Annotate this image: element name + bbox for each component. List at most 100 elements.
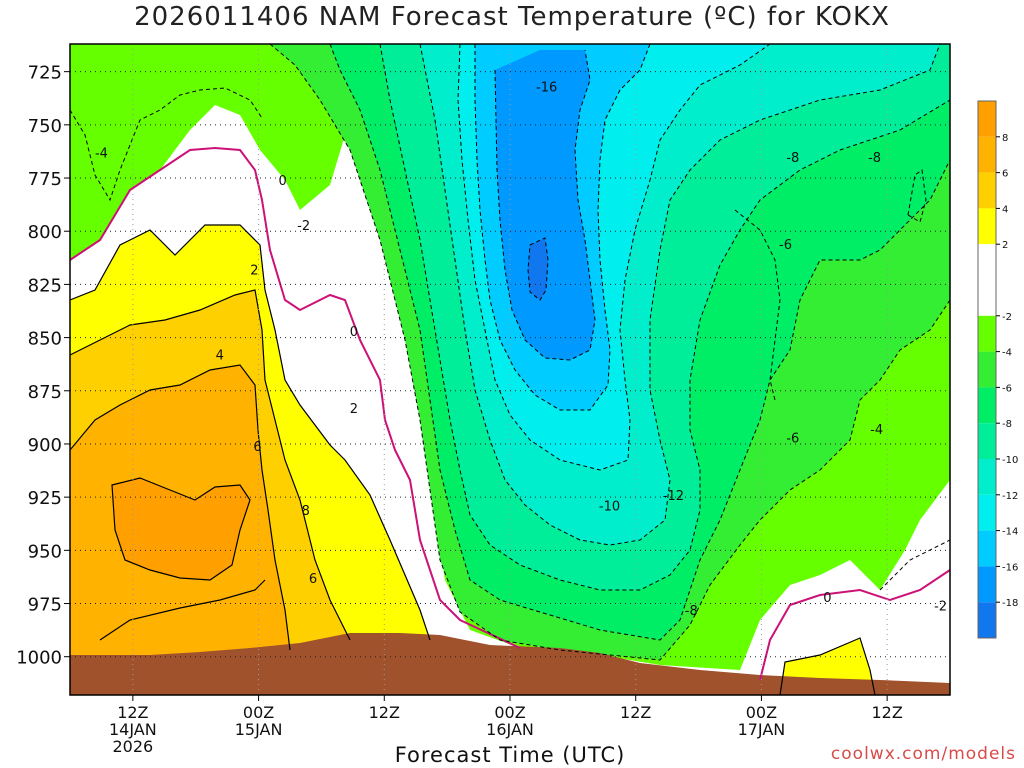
colorbar-swatch bbox=[978, 101, 996, 137]
colorbar-swatch bbox=[978, 423, 996, 459]
x-tick-label: 12Z bbox=[369, 703, 400, 722]
contour-label: 0 bbox=[350, 325, 358, 340]
colorbar-tick-label: -10 bbox=[1002, 455, 1018, 466]
colorbar-swatch bbox=[978, 172, 996, 209]
colorbar-tick-label: -12 bbox=[1002, 491, 1018, 502]
contour-label: -12 bbox=[663, 489, 684, 504]
band-minus18-to-minus20 bbox=[528, 238, 548, 300]
contour-label: 2 bbox=[250, 264, 258, 279]
contour-label: -6 bbox=[779, 238, 792, 253]
y-tick-label: 975 bbox=[28, 595, 62, 616]
contour-label: -2 bbox=[297, 219, 310, 234]
y-tick-label: 750 bbox=[28, 116, 62, 137]
contour-labels: -16 -8 -8 -6 -6 -4 -4 -2 -2 -10 -12 -8 0 0 0 2 2 4 6 6 8 bbox=[95, 81, 947, 619]
y-tick-label: 825 bbox=[28, 275, 62, 296]
contour-freezing-line bbox=[759, 569, 950, 681]
colorbar-tick-label: 4 bbox=[1002, 204, 1008, 215]
y-tick-label: 800 bbox=[28, 222, 62, 243]
colorbar-swatch bbox=[978, 387, 996, 424]
colorbar-tick-label: 8 bbox=[1002, 133, 1008, 144]
contour-label: 4 bbox=[216, 349, 224, 364]
x-tick-label: 00Z bbox=[494, 703, 525, 722]
colorbar-swatch bbox=[978, 459, 996, 495]
x-tick-label: 17JAN bbox=[738, 720, 786, 739]
contour-label: 2 bbox=[350, 402, 358, 417]
y-tick-label: 900 bbox=[28, 435, 62, 456]
band-8-to-10 bbox=[112, 478, 250, 580]
colorbar-swatch bbox=[978, 530, 996, 567]
contour-label: 6 bbox=[253, 440, 261, 455]
grid bbox=[70, 44, 950, 695]
contour-dashed bbox=[907, 169, 927, 223]
y-tick-label: 725 bbox=[28, 63, 62, 84]
x-axis-label: Forecast Time (UTC) bbox=[394, 743, 626, 767]
colorbar-swatch bbox=[978, 602, 996, 638]
contour-label: 8 bbox=[302, 504, 310, 519]
y-tick-label: 775 bbox=[28, 169, 62, 190]
colorbar-swatch bbox=[978, 494, 996, 531]
x-tick-label: 00Z bbox=[243, 703, 274, 722]
contour-solid bbox=[70, 364, 291, 651]
contour-label: 6 bbox=[309, 572, 317, 587]
colorbar-frame bbox=[977, 100, 997, 639]
colorbar-tick-label: -8 bbox=[1002, 419, 1012, 430]
colorbar-swatch bbox=[978, 208, 996, 245]
colorbar-swatch bbox=[978, 351, 996, 388]
colorbar-tick-label: -6 bbox=[1002, 383, 1012, 394]
contour-solid bbox=[779, 637, 876, 695]
contour-label: -2 bbox=[934, 600, 947, 615]
contour-label: -4 bbox=[95, 147, 108, 162]
contour-label: -8 bbox=[786, 151, 799, 166]
y-tick-label: 950 bbox=[28, 541, 62, 562]
x-tick-label: 12Z bbox=[620, 703, 651, 722]
x-tick-label: 12Z bbox=[117, 703, 148, 722]
colorbar-tick-label: -14 bbox=[1002, 527, 1018, 538]
contour-label: -10 bbox=[599, 500, 620, 515]
x-tick-label: 2026 bbox=[112, 737, 153, 756]
contour-solid bbox=[70, 224, 431, 641]
band-minus16-to-minus18 bbox=[495, 50, 595, 360]
contour-dashed bbox=[269, 44, 950, 661]
contour-label: -4 bbox=[870, 423, 883, 438]
y-tick-label: 850 bbox=[28, 329, 62, 350]
colorbar-swatch bbox=[978, 280, 996, 316]
y-tick-label: 925 bbox=[28, 488, 62, 509]
x-tick-label: 14JAN bbox=[109, 720, 157, 739]
contour-solid bbox=[70, 289, 351, 641]
colorbar-swatch bbox=[978, 566, 996, 603]
contour-label: -16 bbox=[536, 81, 557, 96]
contour-dashed bbox=[329, 44, 950, 641]
colorbar-swatch bbox=[978, 136, 996, 173]
pressure-axis: 725 750 775 800 825 850 875 900 925 950 975 1000 bbox=[16, 63, 70, 669]
colorbar-legend: 8 6 4 2 -2 -4 -6 -8 -10 -12 -14 -16 -18 bbox=[977, 100, 1018, 639]
colorbar-swatch bbox=[978, 244, 996, 280]
y-tick-label: 1000 bbox=[16, 648, 62, 669]
contour-label: 0 bbox=[279, 174, 287, 189]
contour-freezing-line bbox=[70, 146, 521, 649]
contour-dashed bbox=[70, 87, 263, 202]
colorbar-tick-label: -2 bbox=[1002, 312, 1012, 323]
y-tick-label: 875 bbox=[28, 382, 62, 403]
contour-label: 0 bbox=[823, 591, 831, 606]
x-tick-label: 12Z bbox=[871, 703, 902, 722]
x-tick-label: 00Z bbox=[746, 703, 777, 722]
contour-dashed bbox=[494, 49, 596, 361]
x-tick-label: 15JAN bbox=[235, 720, 283, 739]
source-credit[interactable]: coolwx.com/models bbox=[830, 744, 1016, 764]
contour-dashed bbox=[734, 209, 781, 401]
contour-label: -8 bbox=[685, 604, 698, 619]
contour-label: -6 bbox=[786, 432, 799, 447]
colorbar-swatch bbox=[978, 315, 996, 352]
colorbar-tick-label: 2 bbox=[1002, 240, 1008, 251]
contour-label: -8 bbox=[868, 151, 881, 166]
contour-solid bbox=[111, 477, 251, 581]
colorbar-tick-label: -18 bbox=[1002, 598, 1018, 609]
chart-title: 2026011406 NAM Forecast Temperature (ºC)… bbox=[134, 2, 890, 32]
colorbar-tick-label: 6 bbox=[1002, 169, 1008, 180]
colorbar-tick-label: -16 bbox=[1002, 562, 1018, 573]
contour-dashed bbox=[474, 44, 651, 411]
colorbar-tick-label: -4 bbox=[1002, 348, 1012, 359]
contour-dashed bbox=[419, 44, 941, 546]
